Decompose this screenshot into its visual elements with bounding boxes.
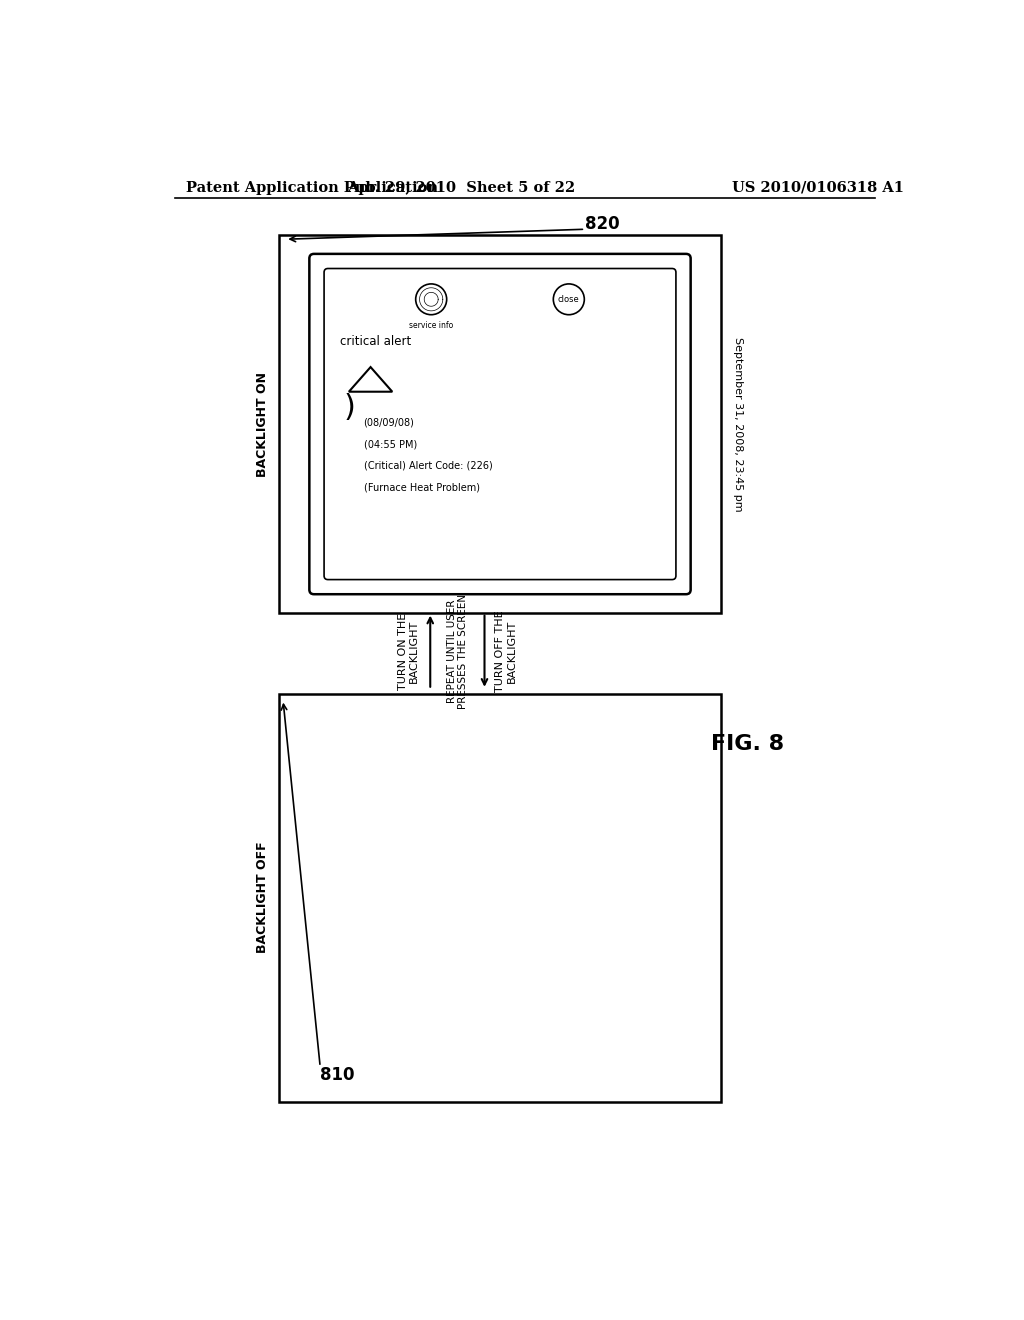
Text: (04:55 PM): (04:55 PM)	[364, 440, 417, 449]
Text: (Critical) Alert Code: (226): (Critical) Alert Code: (226)	[364, 461, 493, 471]
Text: REPEAT UNTIL USER
PRESSES THE SCREEN: REPEAT UNTIL USER PRESSES THE SCREEN	[446, 594, 468, 709]
Bar	[280, 693, 721, 1102]
Text: September 31, 2008, 23:45 pm: September 31, 2008, 23:45 pm	[733, 337, 743, 511]
Circle shape	[416, 284, 446, 314]
Text: US 2010/0106318 A1: US 2010/0106318 A1	[732, 181, 904, 194]
Text: 820: 820	[586, 215, 620, 232]
FancyBboxPatch shape	[324, 268, 676, 579]
Text: FIG. 8: FIG. 8	[712, 734, 784, 754]
Text: (08/09/08): (08/09/08)	[364, 417, 415, 428]
Text: BACKLIGHT ON: BACKLIGHT ON	[256, 371, 268, 477]
Text: service info: service info	[409, 321, 454, 330]
Polygon shape	[349, 367, 392, 392]
Text: TURN ON THE
BACKLIGHT: TURN ON THE BACKLIGHT	[397, 612, 420, 690]
Text: Apr. 29, 2010  Sheet 5 of 22: Apr. 29, 2010 Sheet 5 of 22	[347, 181, 575, 194]
Bar	[280, 235, 721, 612]
FancyBboxPatch shape	[309, 253, 690, 594]
Text: TURN OFF THE
BACKLIGHT: TURN OFF THE BACKLIGHT	[496, 610, 517, 692]
Text: close: close	[558, 294, 580, 304]
Text: (Furnace Heat Problem): (Furnace Heat Problem)	[364, 482, 479, 492]
Text: 810: 810	[321, 1065, 354, 1084]
Text: critical alert: critical alert	[340, 335, 411, 348]
Text: Patent Application Publication: Patent Application Publication	[186, 181, 438, 194]
Text: ): )	[344, 392, 355, 421]
Circle shape	[553, 284, 585, 314]
Text: BACKLIGHT OFF: BACKLIGHT OFF	[256, 842, 268, 953]
